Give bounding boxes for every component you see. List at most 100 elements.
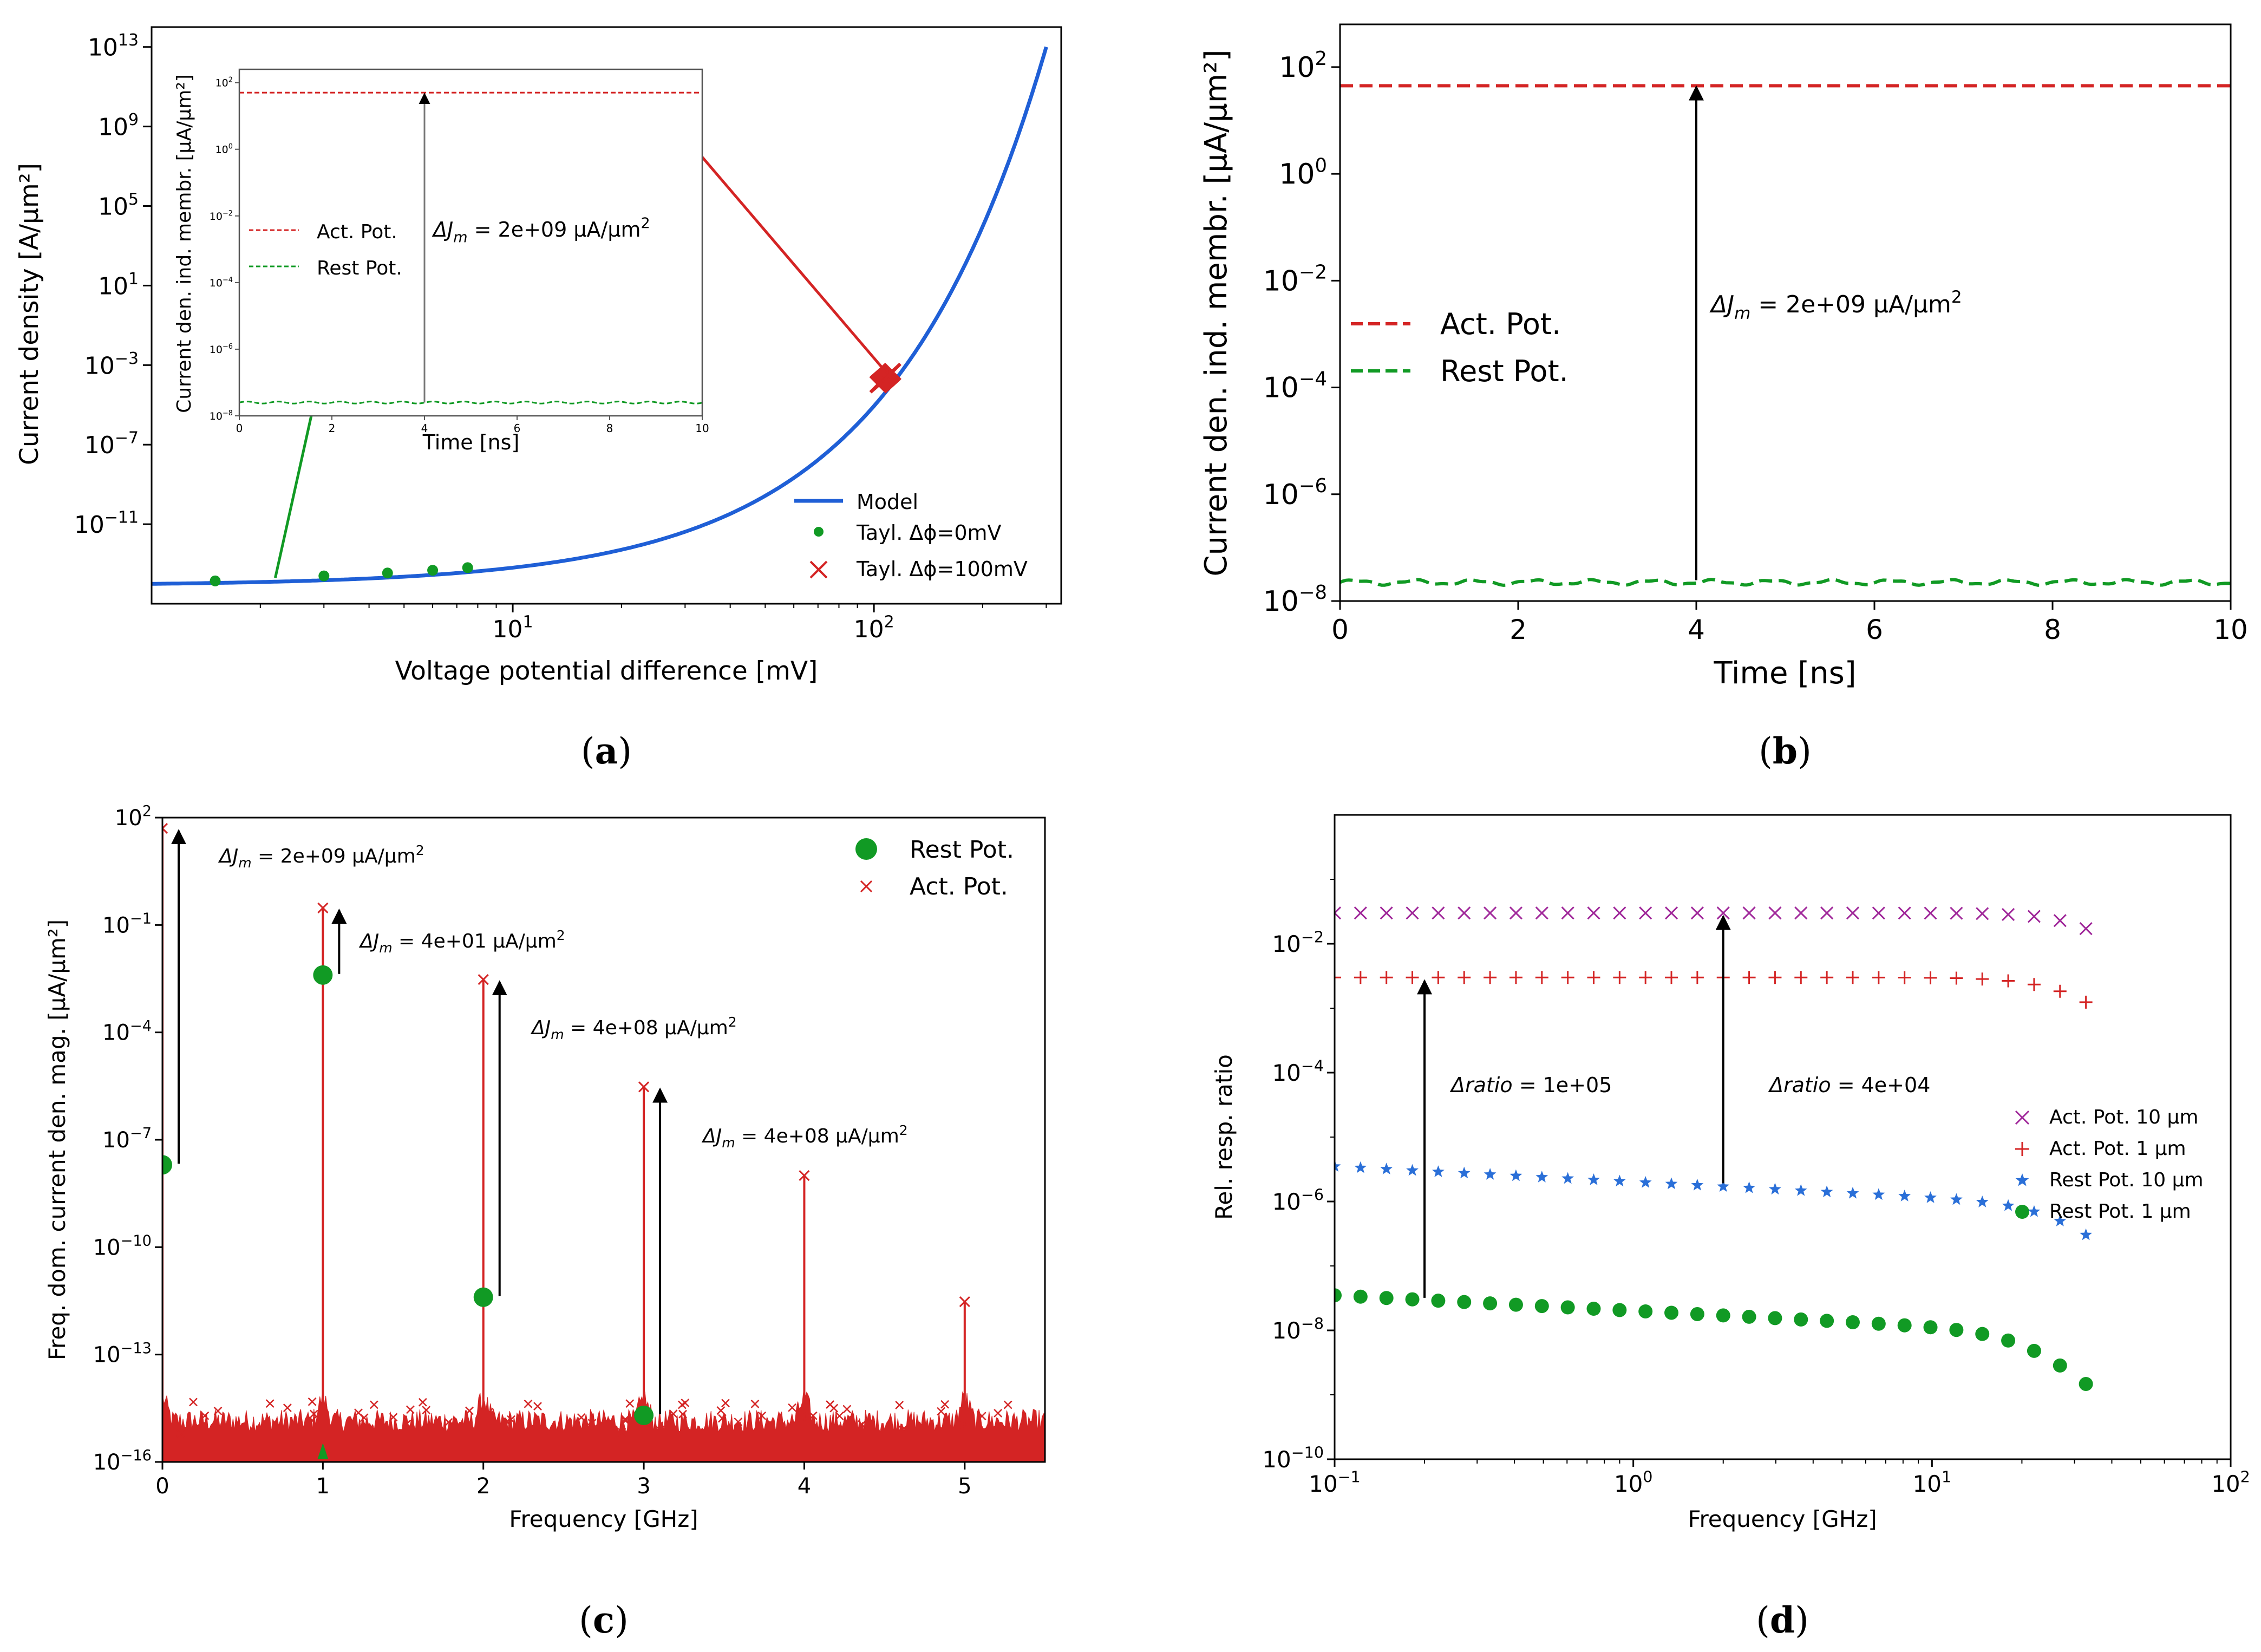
inset-x-tick-label: 0: [236, 422, 243, 435]
inset-x-tick-label: 4: [421, 422, 428, 435]
legend-label-rest-1um: Rest Pot. 1 μm: [2049, 1200, 2191, 1223]
rest-10um-marker: [1613, 1174, 1626, 1187]
taylor-0mv-point: [318, 570, 330, 582]
rest-10um-marker: [1665, 1177, 1678, 1190]
rest-1um-marker: [1975, 1327, 1990, 1341]
act-1um-marker: [2027, 978, 2041, 991]
act-1um-marker: [1613, 971, 1626, 984]
rest-1um-marker: [2001, 1333, 2016, 1348]
panel-c-x-axis-label: Frequency [GHz]: [509, 1506, 698, 1532]
panel-d-ticks: 10−1 100 101 102 10−10 10−8 10−6 10−4 10−2: [1262, 879, 2250, 1497]
act-10um-marker: [1613, 906, 1626, 920]
act-1um-marker: [1898, 971, 1911, 984]
rest-10um-marker: [2080, 1228, 2092, 1240]
x-tick-label: 101: [1913, 1467, 1952, 1497]
act-10um-marker: [1432, 906, 1445, 920]
rest-pot-marker: [162, 1155, 172, 1175]
act-1um-marker: [1406, 971, 1419, 984]
act-1um-marker: [2053, 984, 2067, 998]
rest-10um-marker: [1820, 1185, 1833, 1198]
noise-cross: [221, 1420, 230, 1429]
legend-label-rest-10um: Rest Pot. 10 μm: [2049, 1169, 2204, 1191]
panel-c-caption: (c): [579, 1599, 629, 1641]
legend-label-act: Act. Pot.: [1440, 307, 1561, 341]
noise-cross: [265, 1399, 275, 1408]
noise-cross: [531, 1426, 540, 1435]
y-tick-label: 10−4: [102, 1018, 152, 1046]
noise-cross: [309, 1409, 318, 1419]
inset-y-tick-label: 100: [215, 143, 233, 156]
x-tick-label: 4: [798, 1474, 811, 1499]
rest-10um-marker: [1691, 1178, 1704, 1191]
rest-10um-marker: [1769, 1183, 1781, 1195]
y-tick-label: 10−8: [1263, 582, 1327, 618]
y-tick-label: 10−7: [102, 1125, 152, 1153]
act-1um-marker: [1690, 971, 1704, 984]
panel-d-legend: Act. Pot. 10 μm Act. Pot. 1 μm Rest Pot.…: [2015, 1106, 2204, 1223]
rest-10um-marker: [1406, 1164, 1419, 1176]
rest-1um-marker: [1508, 1297, 1523, 1312]
noise-cross: [940, 1400, 950, 1409]
rest-1um-marker: [1534, 1299, 1549, 1314]
panel-a-legend: Model Tayl. Δϕ=0mV Tayl. Δϕ=100mV: [794, 490, 1028, 581]
act-10um-marker: [1406, 906, 1419, 920]
act-10um-marker: [1820, 906, 1834, 920]
rest-1um-marker: [2053, 1358, 2067, 1373]
x-tick-label: 102: [854, 613, 894, 643]
x-tick-label: 10−1: [1309, 1467, 1361, 1497]
legend-marker-rest-10um: [2015, 1173, 2029, 1186]
annotation-dj-3: ΔJm = 4e+08 μA/μm2: [701, 1122, 908, 1151]
rest-1um-marker: [1923, 1320, 1938, 1335]
y-tick-label: 10−3: [84, 349, 139, 380]
legend-marker-rest: [855, 838, 877, 860]
y-tick-label: 10−4: [1272, 1056, 1324, 1086]
annotation-dratio-0: Δratio = 1e+05: [1449, 1073, 1612, 1097]
noise-cross: [533, 1402, 542, 1411]
rest-10um-marker: [1717, 1180, 1730, 1192]
act-10um-marker: [1664, 906, 1678, 920]
noise-cross: [488, 1421, 497, 1430]
rest-10um-marker: [1535, 1171, 1548, 1183]
taylor-0mv-point: [382, 567, 393, 579]
rest-pot-line: [1340, 578, 2231, 587]
rest-10um-marker: [1846, 1186, 1859, 1199]
rest-10um-marker: [1924, 1191, 1937, 1203]
zoom-line-green: [273, 403, 316, 578]
y-tick-label: 10−2: [1272, 928, 1324, 957]
rest-1um-marker: [1871, 1316, 1886, 1331]
act-1um-marker: [1665, 971, 1678, 984]
panel-c-annotations: ΔJm = 2e+09 μA/μm2 ΔJm = 4e+01 μA/μm2 ΔJ…: [218, 843, 908, 1151]
noise-cross: [406, 1405, 415, 1414]
taylor-0mv-point: [210, 575, 221, 586]
panel-b-y-axis-label: Current den. ind. membr. [μA/μm²]: [1199, 49, 1234, 576]
act-10um-marker: [2027, 910, 2041, 923]
noise-cross: [794, 1422, 803, 1431]
act-10um-marker: [1639, 906, 1652, 920]
panel-b-plot-area: [1340, 84, 2231, 587]
x-tick-label: 10: [2213, 614, 2248, 645]
noise-cross: [977, 1412, 986, 1421]
noise-cross: [655, 1426, 664, 1434]
x-tick-label: 5: [958, 1474, 971, 1499]
inset-x-tick-label: 2: [329, 422, 336, 435]
noise-cross: [200, 1411, 210, 1420]
act-1um-marker: [1639, 971, 1652, 984]
panel-d-y-axis-label: Rel. resp. ratio: [1211, 1054, 1237, 1220]
noise-cross: [895, 1401, 904, 1409]
noise-cross: [750, 1400, 760, 1408]
panel-c-legend: Rest Pot. Act. Pot.: [855, 836, 1014, 900]
rest-10um-marker: [1587, 1173, 1600, 1185]
act-10um-marker: [1484, 906, 1497, 920]
inset-x-tick-label: 8: [606, 422, 613, 435]
act-10um-marker: [1768, 906, 1782, 920]
inset-y-tick-label: 10−6: [210, 343, 233, 356]
panel-b-x-axis-label: Time [ns]: [1713, 656, 1856, 691]
rest-pot-marker: [313, 965, 333, 985]
act-1um-marker: [1380, 971, 1393, 984]
panel-c-ticks: 0 1 2 3 4 5 10−16 10−13 10−10 10−7 10−4 10−1 102: [93, 803, 972, 1499]
noise-cross: [176, 1429, 185, 1438]
noise-cross: [465, 1406, 474, 1415]
noise-cross: [365, 1425, 374, 1434]
panel-a-axes-frame: [151, 26, 1062, 605]
